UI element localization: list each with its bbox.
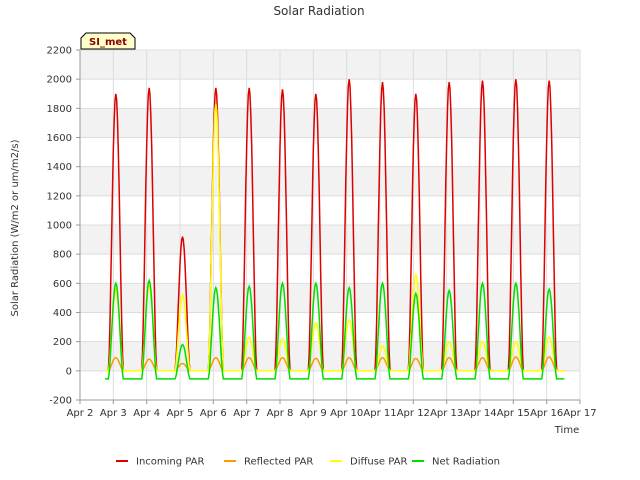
x-axis-ticks: Apr 2 Apr 3 Apr 4 Apr 5 Apr 6 Apr 7 Apr 8 Apr 9…	[67, 400, 597, 419]
y-tick-label: 2000	[47, 75, 72, 86]
chart-title: Solar Radiation	[273, 4, 364, 18]
y-tick-label: 2200	[47, 46, 72, 57]
series-line-net-radiation	[105, 278, 565, 380]
legend-item-net-radiation: Net Radiation	[412, 457, 500, 468]
x-tick-label: Apr 8	[267, 408, 294, 419]
x-tick-label: Apr 6	[200, 408, 227, 419]
x-tick-label: Apr 16	[530, 408, 563, 419]
y-tick-label: 1200	[47, 191, 72, 202]
x-tick-label: Apr 4	[133, 408, 160, 419]
x-tick-label: Apr 5	[167, 408, 194, 419]
plot-band	[80, 312, 580, 342]
y-tick-label: 0	[66, 366, 72, 377]
series-layer	[105, 79, 565, 380]
x-tick-label: Apr 12	[397, 408, 430, 419]
y-tick-label: 800	[53, 250, 72, 261]
site-badge-box	[80, 32, 136, 50]
x-tick-label: Apr 3	[100, 408, 127, 419]
legend: Incoming PAR Reflected PAR Diffuse PAR Net …	[116, 457, 500, 468]
y-tick-label: 600	[53, 279, 72, 290]
plot-band	[80, 166, 580, 196]
x-tick-label: Apr 17	[563, 408, 596, 419]
x-axis-label: Time	[554, 425, 579, 436]
legend-item-diffuse-par: Diffuse PAR	[330, 457, 407, 468]
y-tick-label: 1600	[47, 133, 72, 144]
legend-label: Net Radiation	[432, 457, 500, 468]
plot-band	[80, 108, 580, 138]
y-tick-label: 1400	[47, 162, 72, 173]
plot-background-bands	[80, 50, 580, 400]
plot-band	[80, 137, 580, 167]
y-axis-label: Solar Radiation (W/m2 or um/m2/s)	[10, 139, 21, 316]
site-badge: SI_met	[80, 32, 136, 50]
x-tick-label: Apr 7	[233, 408, 260, 419]
plot-band	[80, 370, 580, 400]
y-tick-label: 200	[53, 337, 72, 348]
legend-item-incoming-par: Incoming PAR	[116, 457, 205, 468]
y-tick-label: 400	[53, 308, 72, 319]
plot-band	[80, 341, 580, 371]
x-tick-label: Apr 10	[330, 408, 363, 419]
legend-item-reflected-par: Reflected PAR	[224, 457, 313, 468]
y-tick-label: 1000	[47, 221, 72, 232]
legend-label: Reflected PAR	[244, 457, 313, 468]
x-tick-label: Apr 2	[67, 408, 94, 419]
x-tick-label: Apr 15	[497, 408, 530, 419]
plot-band	[80, 50, 580, 80]
site-badge-label: SI_met	[89, 37, 127, 48]
plot-band	[80, 225, 580, 255]
legend-label: Incoming PAR	[136, 457, 205, 468]
y-tick-label: -200	[49, 396, 72, 407]
series-line-diffuse-par	[105, 103, 565, 372]
plot-band	[80, 195, 580, 225]
x-tick-label: Apr 9	[300, 408, 327, 419]
x-tick-label: Apr 13	[430, 408, 463, 419]
y-axis-ticks: -200 0 200 400 600 800 1000 1200 1400 1600 1800 200…	[47, 46, 80, 407]
plot-band	[80, 254, 580, 284]
legend-label: Diffuse PAR	[350, 457, 407, 468]
x-tick-label: Apr 11	[363, 408, 396, 419]
y-tick-label: 1800	[47, 104, 72, 115]
plot-band	[80, 79, 580, 109]
plot-band	[80, 283, 580, 313]
x-tick-label: Apr 14	[463, 408, 496, 419]
